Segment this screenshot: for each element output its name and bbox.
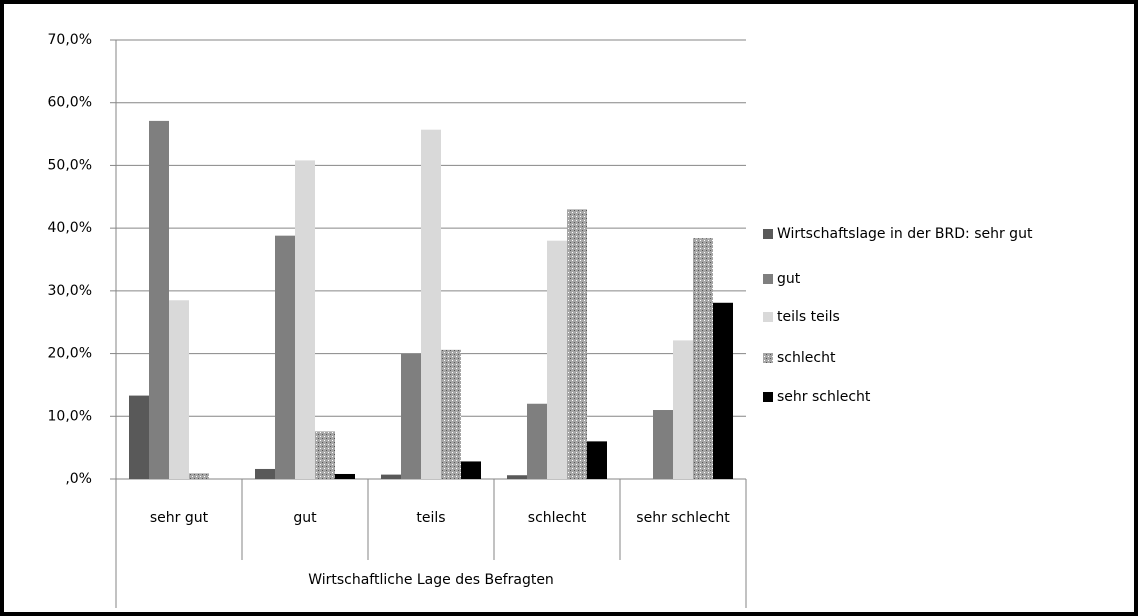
bar [441,349,461,479]
y-tick-label: 30,0% [48,283,92,299]
y-tick-label: 20,0% [48,346,92,362]
bar [547,240,567,479]
bar [653,410,673,479]
bar [713,302,733,479]
bar [189,473,209,479]
y-tick-label: 40,0% [48,220,92,236]
legend-label: gut [777,271,801,287]
legend-swatch [763,229,773,239]
bar [507,475,527,479]
y-tick-label: 50,0% [48,157,92,173]
x-axis-label: Wirtschaftliche Lage des Befragten [308,572,554,588]
legend-label: schlecht [777,350,836,366]
legend-label: Wirtschaftslage in der BRD: sehr gut [777,226,1033,242]
x-tick-label: schlecht [528,510,587,526]
legend-label: sehr schlecht [777,389,871,405]
bar [275,235,295,479]
y-tick-label: 60,0% [48,95,92,111]
legend-swatch [763,312,773,322]
legend-swatch [763,392,773,402]
x-tick-label: sehr schlecht [636,510,730,526]
bar [255,468,275,479]
bar [693,238,713,479]
y-tick-label: 10,0% [48,408,92,424]
bar [527,403,547,479]
bar [421,129,441,479]
x-tick-label: teils [416,510,445,526]
bar [461,461,481,479]
bar [169,300,189,479]
x-tick-label: gut [293,510,317,526]
bar [673,340,693,479]
bar [567,209,587,480]
legend-label: teils teils [777,309,840,325]
bar [315,431,335,479]
legend-swatch [763,353,773,363]
y-tick-label: 70,0% [48,32,92,48]
bar [149,120,169,479]
bar [401,353,421,479]
x-tick-label: sehr gut [150,510,209,526]
bar [129,395,149,479]
bar [587,441,607,479]
bar [381,474,401,479]
bar [295,160,315,479]
legend-swatch [763,274,773,284]
y-tick-label: ,0% [65,471,92,487]
bar [335,473,355,479]
